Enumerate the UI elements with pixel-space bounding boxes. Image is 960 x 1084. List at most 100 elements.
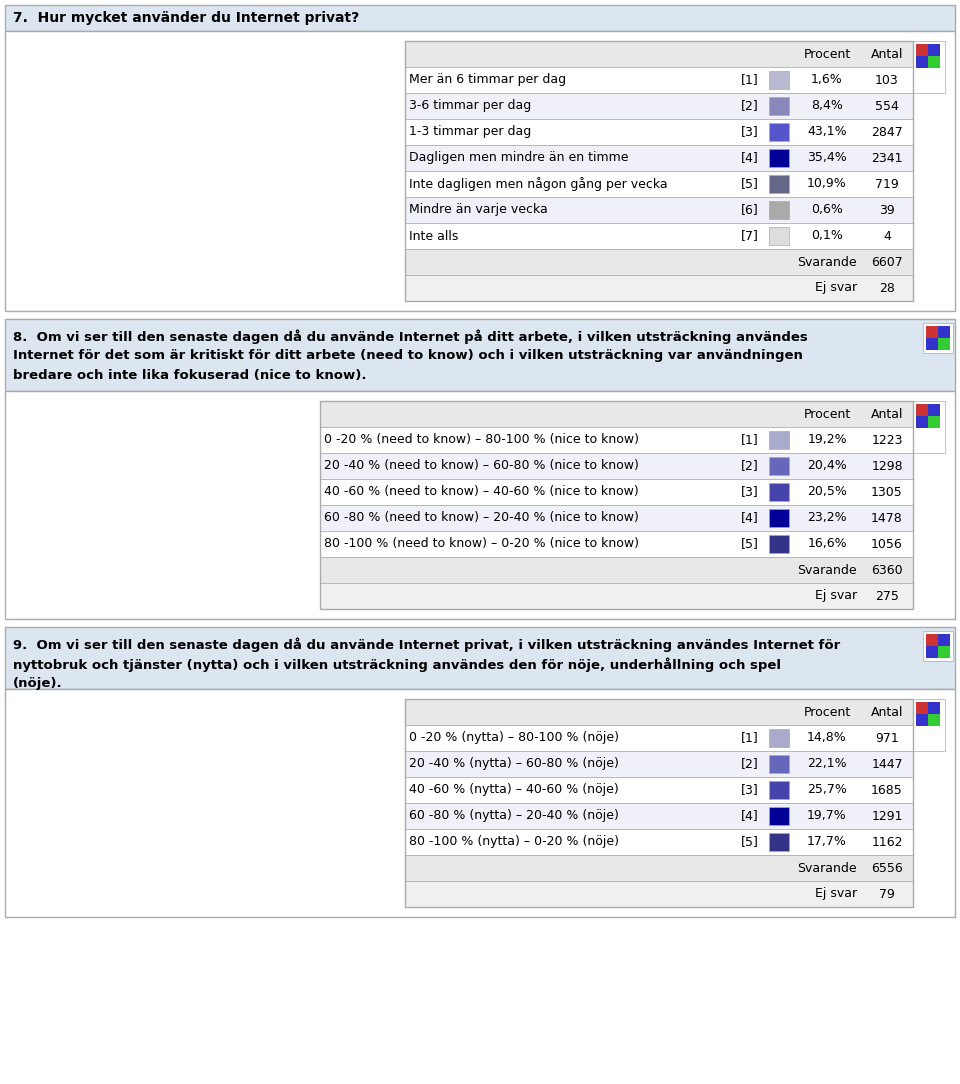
- Bar: [916, 416, 928, 428]
- Bar: [405, 249, 913, 275]
- Text: Procent: Procent: [804, 408, 851, 421]
- Text: 20,4%: 20,4%: [807, 460, 847, 473]
- Bar: [769, 780, 789, 799]
- Bar: [405, 171, 913, 197]
- Bar: [405, 855, 913, 881]
- Text: Dagligen men mindre än en timme: Dagligen men mindre än en timme: [409, 152, 629, 165]
- Text: Ej svar: Ej svar: [815, 888, 857, 901]
- Text: 35,4%: 35,4%: [807, 152, 847, 165]
- Text: 16,6%: 16,6%: [807, 538, 847, 551]
- Bar: [928, 714, 940, 726]
- Text: [1]: [1]: [741, 74, 758, 87]
- Text: 1478: 1478: [871, 512, 902, 525]
- Text: Procent: Procent: [804, 48, 851, 61]
- Text: Antal: Antal: [871, 408, 903, 421]
- Bar: [320, 557, 913, 583]
- Text: [4]: [4]: [741, 512, 758, 525]
- Bar: [769, 96, 789, 115]
- Text: 20 -40 % (need to know) – 60-80 % (nice to know): 20 -40 % (need to know) – 60-80 % (nice …: [324, 460, 638, 473]
- Bar: [320, 583, 913, 609]
- Bar: [938, 338, 950, 350]
- Text: 79: 79: [879, 888, 895, 901]
- Text: 1447: 1447: [871, 758, 902, 771]
- Bar: [405, 777, 913, 803]
- Text: 10,9%: 10,9%: [807, 178, 847, 191]
- Bar: [923, 323, 953, 353]
- Text: 1305: 1305: [871, 486, 902, 499]
- Text: 9.  Om vi ser till den senaste dagen då du använde Internet privat, i vilken uts: 9. Om vi ser till den senaste dagen då d…: [13, 637, 840, 651]
- Text: [4]: [4]: [741, 810, 758, 823]
- Text: Antal: Antal: [871, 706, 903, 719]
- Text: 1162: 1162: [872, 836, 902, 849]
- Bar: [320, 401, 913, 609]
- Bar: [769, 457, 789, 475]
- Bar: [320, 479, 913, 505]
- Text: 22,1%: 22,1%: [807, 758, 847, 771]
- Bar: [769, 535, 789, 553]
- Text: [2]: [2]: [741, 460, 758, 473]
- Text: Mindre än varje vecka: Mindre än varje vecka: [409, 204, 548, 217]
- Text: 1223: 1223: [872, 434, 902, 447]
- Bar: [769, 754, 789, 773]
- Text: [3]: [3]: [741, 784, 758, 797]
- Text: 6556: 6556: [871, 862, 902, 875]
- Text: [4]: [4]: [741, 152, 758, 165]
- Bar: [913, 699, 945, 751]
- Text: 60 -80 % (nytta) – 20-40 % (nöje): 60 -80 % (nytta) – 20-40 % (nöje): [409, 810, 619, 823]
- Bar: [926, 634, 938, 646]
- Text: [2]: [2]: [741, 100, 758, 113]
- Text: 14,8%: 14,8%: [807, 732, 847, 745]
- Bar: [769, 431, 789, 449]
- Bar: [5, 391, 955, 619]
- Text: 20,5%: 20,5%: [807, 486, 847, 499]
- Text: 275: 275: [876, 590, 899, 603]
- Bar: [769, 122, 789, 141]
- Text: [5]: [5]: [741, 178, 759, 191]
- Text: 0 -20 % (nytta) – 80-100 % (nöje): 0 -20 % (nytta) – 80-100 % (nöje): [409, 732, 619, 745]
- Bar: [5, 5, 955, 31]
- Text: 7.  Hur mycket använder du Internet privat?: 7. Hur mycket använder du Internet priva…: [13, 11, 359, 25]
- Bar: [405, 751, 913, 777]
- Text: 1298: 1298: [871, 460, 902, 473]
- Bar: [769, 730, 789, 747]
- Text: 0,6%: 0,6%: [811, 204, 843, 217]
- Text: Inte alls: Inte alls: [409, 230, 458, 243]
- Text: [5]: [5]: [741, 538, 759, 551]
- Text: [3]: [3]: [741, 126, 758, 139]
- Text: 25,7%: 25,7%: [807, 784, 847, 797]
- Bar: [916, 44, 928, 56]
- Bar: [916, 702, 928, 714]
- Bar: [769, 175, 789, 193]
- Bar: [928, 702, 940, 714]
- Bar: [916, 714, 928, 726]
- Text: Ej svar: Ej svar: [815, 590, 857, 603]
- Bar: [769, 227, 789, 245]
- Text: 2341: 2341: [872, 152, 902, 165]
- Text: 28: 28: [879, 282, 895, 295]
- Text: Svarande: Svarande: [798, 256, 857, 269]
- Text: [2]: [2]: [741, 758, 758, 771]
- Text: 60 -80 % (need to know) – 20-40 % (nice to know): 60 -80 % (need to know) – 20-40 % (nice …: [324, 512, 638, 525]
- Text: 6607: 6607: [871, 256, 902, 269]
- Bar: [913, 41, 945, 93]
- Text: 8,4%: 8,4%: [811, 100, 843, 113]
- Bar: [926, 338, 938, 350]
- Bar: [405, 829, 913, 855]
- Text: 19,2%: 19,2%: [807, 434, 847, 447]
- Bar: [320, 401, 913, 427]
- Text: nyttobruk och tjänster (nytta) och i vilken utsträckning användes den för nöje, : nyttobruk och tjänster (nytta) och i vil…: [13, 657, 781, 672]
- Bar: [5, 31, 955, 311]
- Text: 0,1%: 0,1%: [811, 230, 843, 243]
- Bar: [928, 56, 940, 68]
- Bar: [938, 634, 950, 646]
- Bar: [769, 806, 789, 825]
- Text: 103: 103: [876, 74, 899, 87]
- Text: 80 -100 % (nytta) – 0-20 % (nöje): 80 -100 % (nytta) – 0-20 % (nöje): [409, 836, 619, 849]
- Bar: [769, 483, 789, 501]
- Text: Svarande: Svarande: [798, 862, 857, 875]
- Text: 40 -60 % (nytta) – 40-60 % (nöje): 40 -60 % (nytta) – 40-60 % (nöje): [409, 784, 619, 797]
- Text: Internet för det som är kritiskt för ditt arbete (need to know) och i vilken uts: Internet för det som är kritiskt för dit…: [13, 349, 803, 362]
- Bar: [320, 453, 913, 479]
- Bar: [405, 803, 913, 829]
- Bar: [928, 404, 940, 416]
